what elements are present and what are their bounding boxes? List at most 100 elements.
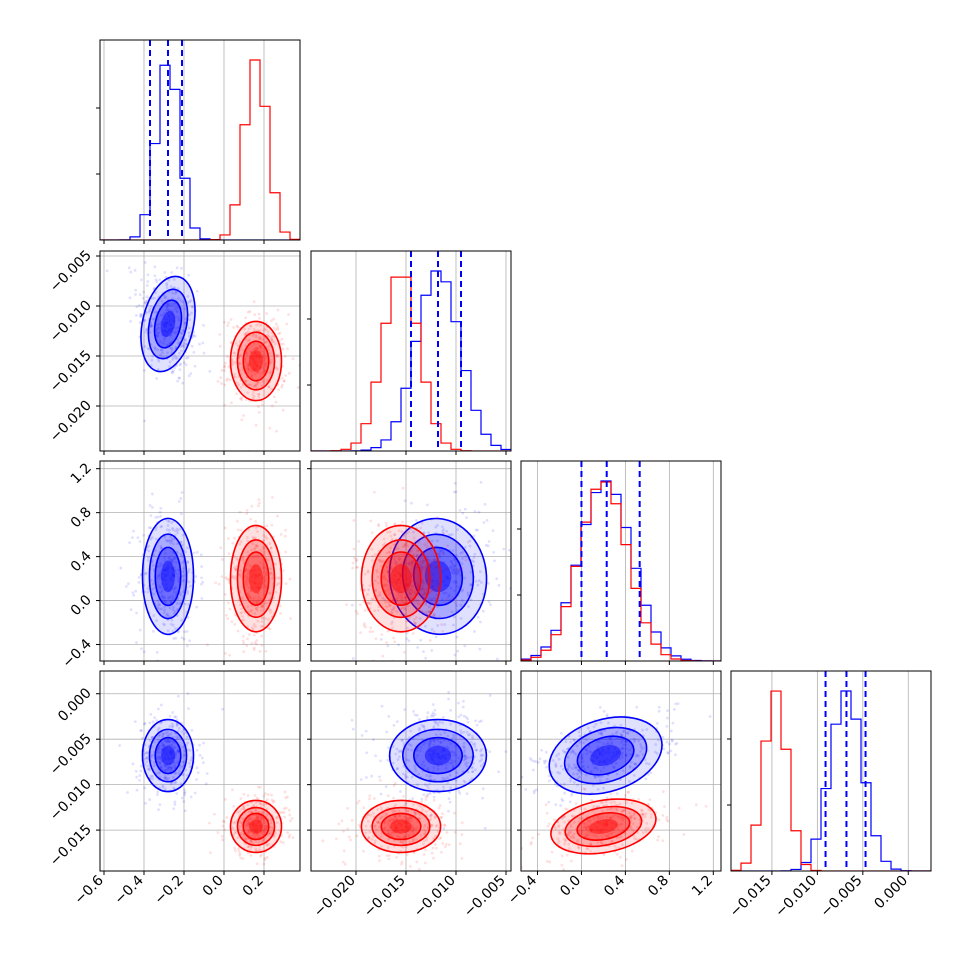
sample-point <box>518 790 521 793</box>
sample-point <box>388 560 392 563</box>
sample-point <box>149 305 153 308</box>
sample-point <box>261 838 265 841</box>
sample-point <box>254 600 258 604</box>
sample-point <box>156 348 160 352</box>
sample-point <box>180 543 184 547</box>
sample-point <box>256 555 260 558</box>
density-fill <box>154 300 182 348</box>
sample-point <box>416 540 420 544</box>
panel-content <box>311 251 511 451</box>
sample-point <box>178 376 181 380</box>
sample-point <box>424 848 427 852</box>
sample-point <box>424 798 428 801</box>
sample-point <box>362 806 366 810</box>
sample-point <box>151 777 155 781</box>
sample-point <box>167 315 171 319</box>
sample-point <box>279 342 283 346</box>
sample-point <box>172 319 175 323</box>
sample-point <box>441 529 445 533</box>
sample-point <box>263 578 267 582</box>
sample-point <box>160 582 164 586</box>
sample-point <box>183 321 187 325</box>
sample-point <box>144 311 148 315</box>
sample-point <box>249 375 253 378</box>
sample-point <box>177 769 181 773</box>
sample-point <box>272 326 276 330</box>
sample-point <box>157 359 161 363</box>
sample-point <box>240 348 243 351</box>
sample-point <box>357 799 361 803</box>
sample-point <box>158 745 162 748</box>
sample-point <box>414 591 418 595</box>
sample-point <box>247 845 251 849</box>
sample-point <box>188 761 191 765</box>
sample-point <box>408 588 412 592</box>
sample-point <box>255 364 259 368</box>
sample-point <box>167 278 171 282</box>
sample-point <box>395 767 399 771</box>
sample-point <box>370 774 374 778</box>
sample-point <box>270 338 274 342</box>
sample-point <box>405 775 409 779</box>
sample-point <box>259 371 263 375</box>
sample-point <box>259 826 263 830</box>
sample-point <box>191 305 194 308</box>
sample-point <box>258 335 262 339</box>
sample-point <box>482 521 486 524</box>
sample-point <box>474 719 477 723</box>
sample-point <box>479 754 483 758</box>
sample-point <box>170 351 174 354</box>
sample-point <box>452 569 456 573</box>
sample-point <box>264 362 268 366</box>
sample-point <box>379 638 383 641</box>
sample-point <box>251 555 255 559</box>
sample-point <box>176 737 179 741</box>
sample-point <box>174 771 178 775</box>
sample-point <box>173 741 176 745</box>
sample-point <box>253 555 257 559</box>
sample-point <box>240 398 244 402</box>
sample-point <box>135 788 139 792</box>
contour-line <box>229 524 283 633</box>
sample-point <box>483 502 487 506</box>
sample-point <box>254 809 258 812</box>
sample-point <box>239 569 243 573</box>
sample-point <box>174 357 178 361</box>
sample-point <box>156 326 160 330</box>
sample-point <box>531 768 535 772</box>
sample-point <box>174 752 178 755</box>
sample-point <box>159 320 163 324</box>
sample-point <box>155 377 159 380</box>
sample-point <box>290 817 294 820</box>
sample-point <box>240 396 243 399</box>
sample-point <box>258 317 261 320</box>
sample-point <box>272 317 275 321</box>
sample-point <box>453 558 456 562</box>
sample-point <box>367 601 370 605</box>
sample-point <box>288 819 292 823</box>
sample-point <box>172 278 176 281</box>
sample-point <box>172 756 176 760</box>
sample-point <box>231 574 234 578</box>
sample-point <box>421 581 425 585</box>
sample-point <box>436 738 440 742</box>
sample-point <box>170 370 174 374</box>
histogram-red <box>521 481 721 661</box>
sample-point <box>254 368 258 371</box>
sample-point <box>438 549 442 553</box>
sample-point <box>256 347 260 350</box>
sample-point <box>164 739 167 743</box>
sample-point <box>469 740 473 744</box>
xtick-label: 1.2 <box>689 873 716 900</box>
sample-point <box>465 764 469 768</box>
sample-point <box>179 593 182 597</box>
sample-point <box>432 558 436 562</box>
sample-point <box>381 543 385 547</box>
sample-point <box>437 585 440 589</box>
sample-point <box>172 556 176 560</box>
sample-point <box>247 822 251 826</box>
sample-point <box>171 313 174 317</box>
sample-point <box>131 591 135 595</box>
sample-point <box>263 858 267 861</box>
sample-point <box>260 831 263 835</box>
